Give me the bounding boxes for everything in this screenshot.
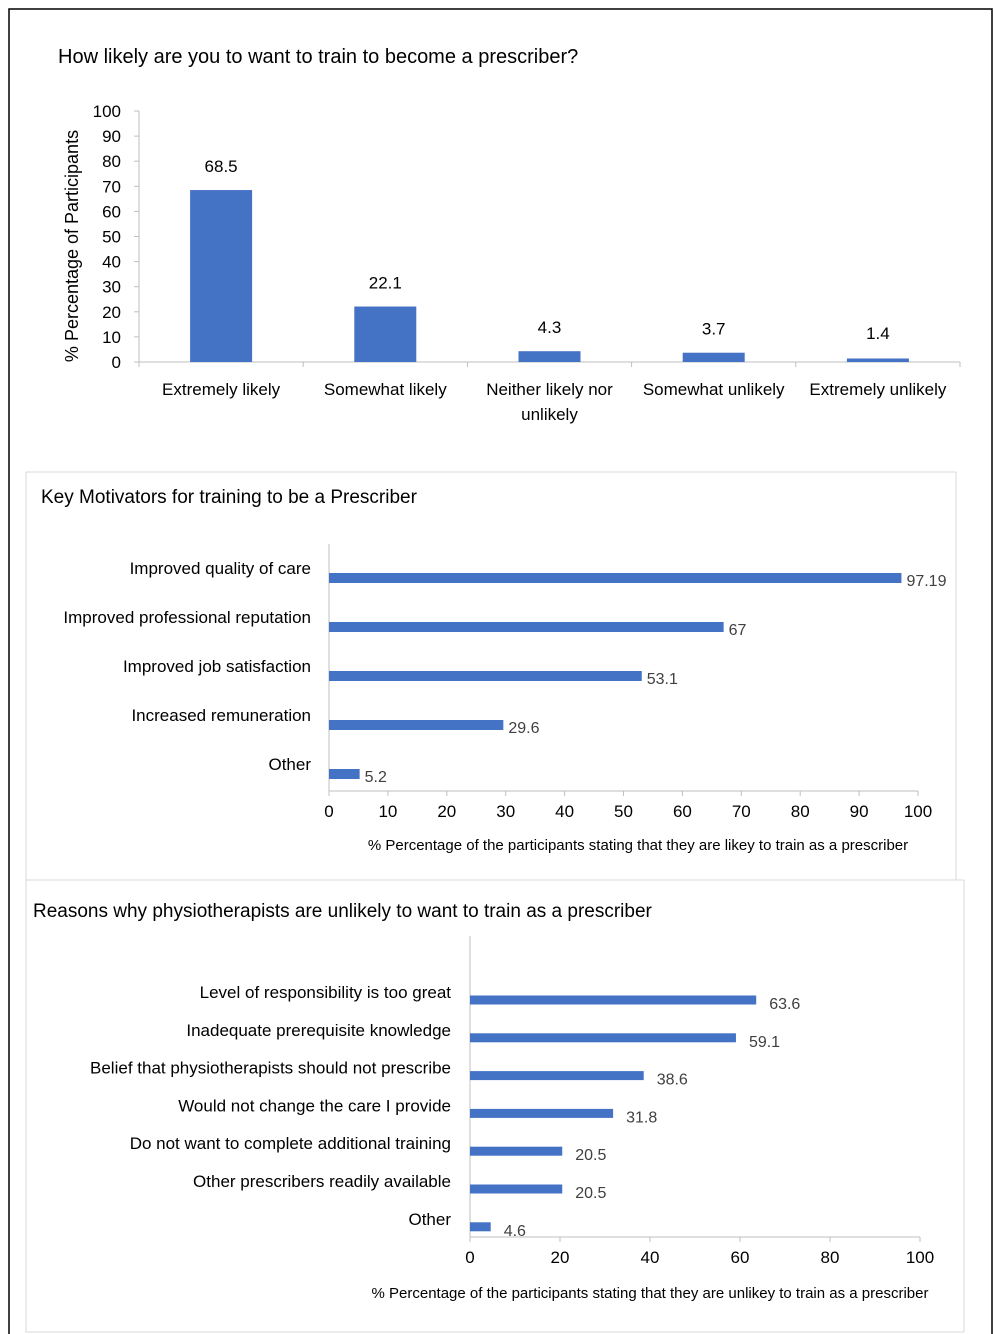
bar-3: [329, 720, 504, 730]
bar-0: [190, 190, 253, 362]
data-label: 97.19: [906, 573, 946, 590]
y-tick-label: 20: [102, 303, 121, 322]
bar-1: [470, 1033, 736, 1043]
category-label: Extremely likely: [162, 380, 281, 399]
data-label: 59.1: [749, 1034, 780, 1051]
data-label: 20.5: [575, 1185, 606, 1202]
data-label: 1.4: [866, 324, 890, 343]
y-tick-label: 80: [102, 152, 121, 171]
category-label: Neither likely nor: [486, 380, 613, 399]
bar-2: [518, 351, 581, 362]
y-tick-label: 90: [102, 127, 121, 146]
category-label: Belief that physiotherapists should not …: [90, 1059, 451, 1078]
data-label: 53.1: [647, 671, 678, 688]
x-tick-label: 0: [465, 1248, 474, 1267]
y-tick-label: 50: [102, 228, 121, 247]
bar-0: [329, 573, 902, 583]
chart-title: Reasons why physiotherapists are unlikel…: [33, 901, 653, 922]
data-label: 20.5: [575, 1147, 606, 1164]
bar-1: [354, 306, 417, 362]
category-label: Improved quality of care: [130, 559, 311, 578]
x-axis-label: % Percentage of the participants stating…: [368, 837, 908, 854]
bar-3: [470, 1108, 614, 1118]
data-label: 38.6: [657, 1072, 688, 1089]
y-tick-label: 70: [102, 177, 121, 196]
bar-1: [329, 622, 724, 632]
category-label: Level of responsibility is too great: [200, 983, 452, 1002]
panel-border-reasons: [25, 879, 965, 1333]
x-tick-label: 100: [906, 1248, 934, 1267]
x-tick-label: 50: [614, 802, 633, 821]
figure-border: [8, 8, 993, 1334]
bar-group: 0 10 20 30 40 50 60 70 80 90 100 68.5 Extremely like…: [93, 102, 961, 424]
category-label: Somewhat likely: [324, 380, 447, 399]
bar-4: [329, 769, 360, 779]
y-tick-label: 0: [112, 353, 121, 372]
x-tick-label: 80: [821, 1248, 840, 1267]
y-tick-label: 40: [102, 253, 121, 272]
data-label: 31.8: [626, 1109, 657, 1126]
bar-4: [470, 1146, 563, 1156]
bar-0: [470, 995, 757, 1005]
bar-group: 0 20 40 60 80 100 63.6 Level of responsibility …: [90, 936, 934, 1267]
data-label: 4.6: [504, 1223, 526, 1240]
bar-2: [470, 1071, 644, 1081]
category-label: Improved professional reputation: [63, 608, 311, 627]
category-label: Would not change the care I provide: [178, 1096, 451, 1115]
data-label: 68.5: [205, 157, 238, 176]
x-tick-label: 30: [496, 802, 515, 821]
bar-6: [470, 1222, 491, 1232]
category-label: Other prescribers readily available: [193, 1172, 451, 1191]
y-tick-label: 60: [102, 202, 121, 221]
x-tick-label: 40: [641, 1248, 660, 1267]
x-tick-label: 0: [324, 802, 333, 821]
category-label: Inadequate prerequisite knowledge: [186, 1021, 451, 1040]
chart-title: How likely are you to want to train to b…: [58, 46, 578, 68]
x-tick-label: 10: [378, 802, 397, 821]
y-tick-label: 10: [102, 328, 121, 347]
category-label: Other: [408, 1210, 451, 1229]
data-label: 4.3: [538, 318, 562, 337]
x-tick-label: 40: [555, 802, 574, 821]
chart-likelihood: How likely are you to want to train to b…: [58, 46, 961, 424]
bar-group: 0 10 20 30 40 50 60 70 80 90 100 97.19 Improved qual…: [63, 544, 947, 821]
chart-title: Key Motivators for training to be a Pres…: [41, 487, 418, 508]
category-label: unlikely: [521, 405, 578, 424]
x-tick-label: 100: [904, 802, 932, 821]
category-label: Extremely unlikely: [809, 380, 946, 399]
data-label: 3.7: [702, 320, 726, 339]
data-label: 63.6: [769, 996, 800, 1013]
x-tick-label: 60: [673, 802, 692, 821]
bar-4: [846, 358, 909, 362]
x-tick-label: 70: [732, 802, 751, 821]
x-tick-label: 20: [551, 1248, 570, 1267]
y-axis-label: % Percentage of Participants: [62, 130, 82, 362]
category-label: Other: [268, 755, 311, 774]
x-tick-label: 20: [437, 802, 456, 821]
data-label: 29.6: [508, 720, 539, 737]
bar-2: [329, 671, 642, 681]
y-tick-label: 100: [93, 102, 121, 121]
data-label: 67: [729, 622, 747, 639]
x-tick-label: 90: [850, 802, 869, 821]
chart-motivators: Key Motivators for training to be a Pres…: [41, 487, 947, 854]
category-label: Increased remuneration: [131, 706, 311, 725]
y-tick-label: 30: [102, 278, 121, 297]
x-tick-label: 80: [791, 802, 810, 821]
data-label: 22.1: [369, 274, 402, 293]
bar-5: [470, 1184, 563, 1194]
category-label: Improved job satisfaction: [123, 657, 311, 676]
x-tick-label: 60: [731, 1248, 750, 1267]
chart-reasons: Reasons why physiotherapists are unlikel…: [33, 901, 934, 1302]
bar-3: [682, 352, 745, 362]
x-axis-label: % Percentage of the participants stating…: [372, 1285, 929, 1302]
category-label: Somewhat unlikely: [643, 380, 785, 399]
category-label: Do not want to complete additional train…: [130, 1134, 451, 1153]
data-label: 5.2: [365, 769, 387, 786]
